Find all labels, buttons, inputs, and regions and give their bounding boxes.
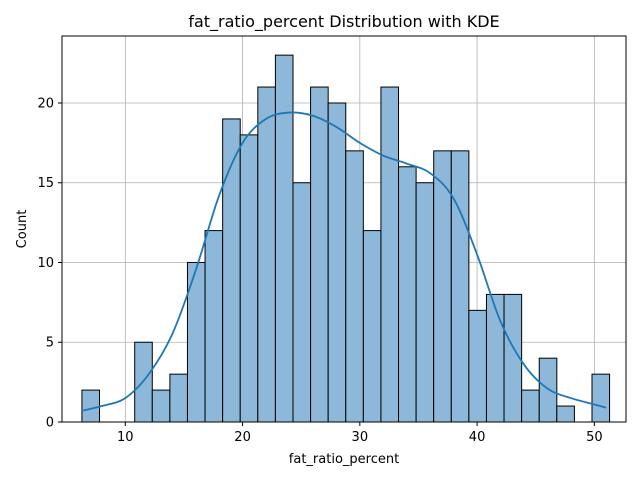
x-tick-label: 30 [352,430,369,445]
histogram-bar [591,373,611,423]
kde-layer [81,111,607,412]
y-tick-label: 15 [37,176,54,191]
y-tick-label: 5 [46,336,54,351]
plot-frame [61,35,627,423]
x-tick-label: 20 [234,430,251,445]
histogram-bar [538,357,558,423]
histogram-bar [327,102,347,423]
histogram-bar [151,389,171,423]
histogram-bar [257,86,276,423]
histogram-bar [204,230,224,423]
histogram-bar [310,86,329,423]
x-tick-label: 50 [586,430,603,445]
ticks-layer: 10 20 30 40 50 0 5 10 15 20 [37,96,602,445]
histogram-bar [169,373,188,423]
histogram-bar [345,150,364,423]
histogram-bar [521,389,540,423]
y-tick-label: 10 [37,256,54,271]
histogram-bar [81,389,101,423]
bars-layer [81,54,611,423]
histogram-bar [485,293,505,423]
chart-title: fat_ratio_percent Distribution with KDE [188,12,499,32]
y-tick-label: 20 [37,96,54,111]
histogram-bar [239,134,259,423]
histogram-bar [415,182,435,423]
x-axis-label: fat_ratio_percent [289,452,399,467]
histogram-bar [468,309,487,423]
y-tick-label: 0 [46,416,54,431]
x-tick-label: 40 [469,430,486,445]
histogram-bar [362,230,382,423]
histogram-bar [274,54,294,423]
histogram-bar [556,405,575,423]
kde-line [81,111,607,412]
x-tick-label: 10 [117,430,134,445]
histogram-bar [380,86,400,423]
histogram-bar [398,166,417,423]
histogram-bar [292,182,312,423]
y-axis-label: Count [15,210,30,249]
histogram-bar [450,150,470,423]
